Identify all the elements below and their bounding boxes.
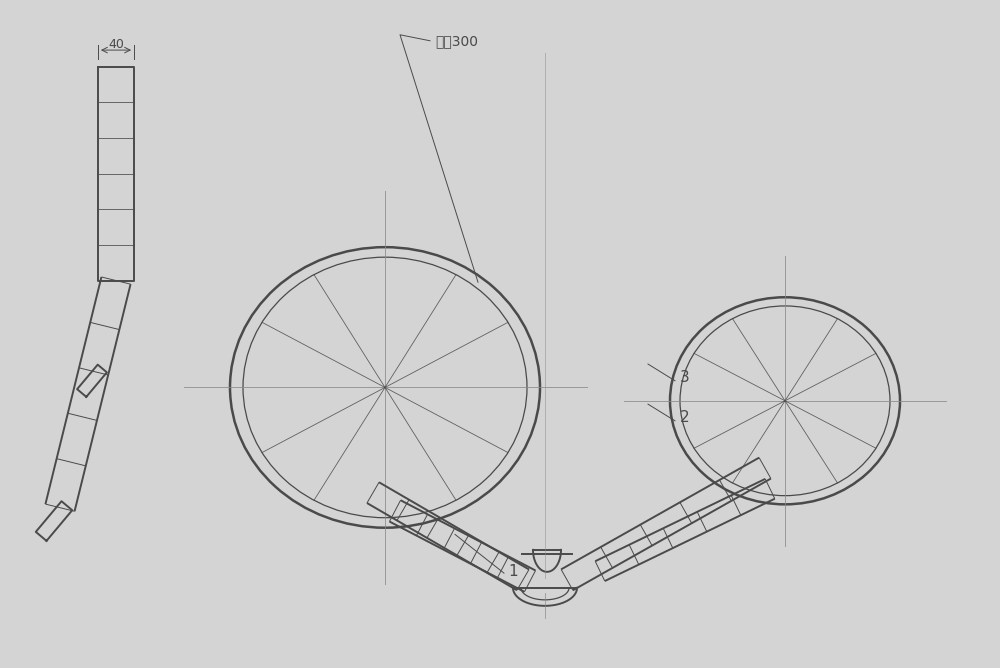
- Text: 1: 1: [508, 564, 518, 578]
- Text: 2: 2: [680, 410, 690, 425]
- Text: 直径300: 直径300: [435, 34, 478, 48]
- Text: 3: 3: [680, 370, 690, 385]
- Text: 40: 40: [108, 38, 124, 51]
